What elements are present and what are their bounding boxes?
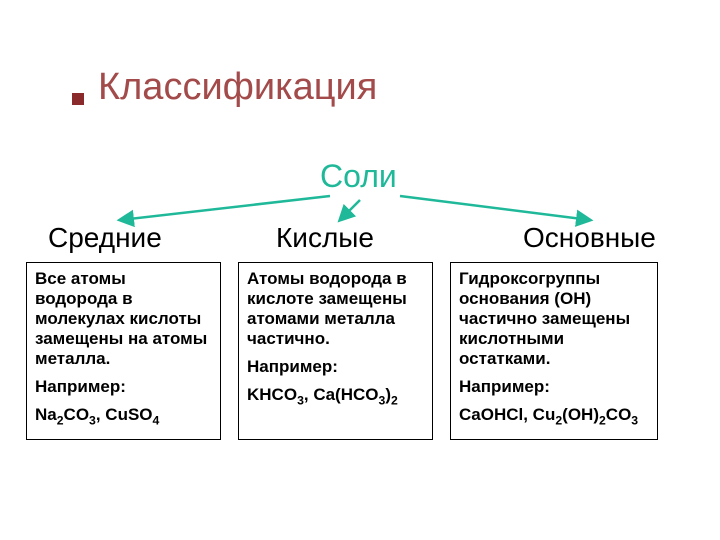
example-prefix: Например: xyxy=(247,357,424,377)
example-formula: CaOHCl, Cu2(OH)2CO3 xyxy=(459,405,649,425)
category-desc: Атомы водорода в кислоте замещены атомам… xyxy=(247,269,424,349)
title-bullet-icon xyxy=(72,92,84,104)
example-prefix: Например: xyxy=(35,377,212,397)
category-box-middle: Все атомы водорода в молекулах кислоты з… xyxy=(26,262,221,440)
category-label-basic: Основные xyxy=(523,222,656,254)
category-desc: Гидроксогруппы основания (ОН) частично з… xyxy=(459,269,649,369)
category-desc: Все атомы водорода в молекулах кислоты з… xyxy=(35,269,212,369)
example-prefix: Например: xyxy=(459,377,649,397)
category-box-basic: Гидроксогруппы основания (ОН) частично з… xyxy=(450,262,658,440)
category-box-acidic: Атомы водорода в кислоте замещены атомам… xyxy=(238,262,433,440)
slide-title: Классификация xyxy=(98,66,377,109)
category-label-middle: Средние xyxy=(48,222,162,254)
diagram-root-node: Соли xyxy=(320,158,397,195)
category-label-acidic: Кислые xyxy=(276,222,374,254)
example-formula: Na2CO3, CuSO4 xyxy=(35,405,212,425)
example-formula: KHCO3, Ca(HCO3)2 xyxy=(247,385,424,405)
slide: Классификация Соли Средние Все атомы вод… xyxy=(0,0,720,540)
